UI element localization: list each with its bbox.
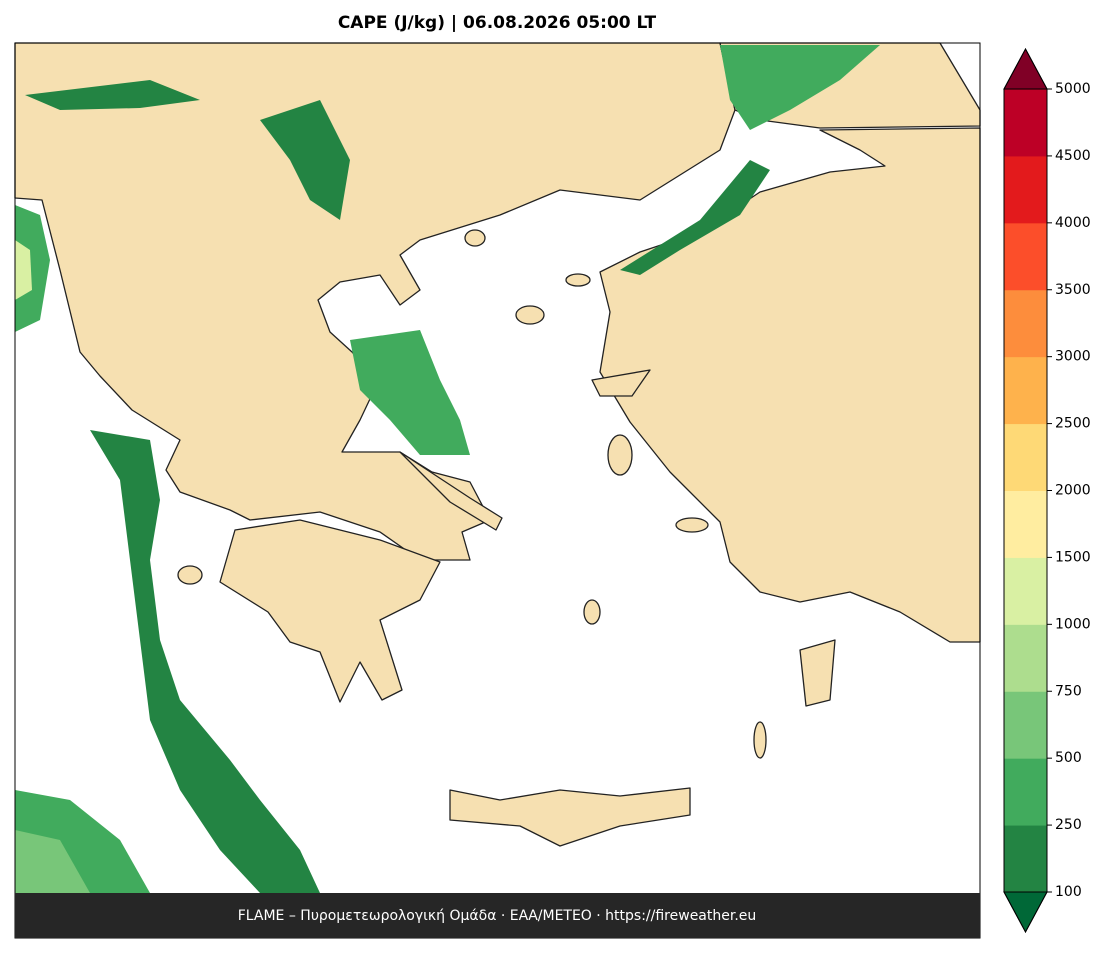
colorbar-segment [1004, 490, 1047, 558]
colorbar-segment [1004, 289, 1047, 358]
crete [449, 787, 691, 847]
cape-area [25, 80, 200, 110]
colorbar-tick-label: 2500 [1055, 416, 1091, 432]
map-title: CAPE (J/kg) | 06.08.2026 05:00 LT [338, 13, 657, 33]
colorbar-tick-label: 4500 [1055, 148, 1091, 164]
island [464, 229, 486, 247]
cape-area [15, 240, 32, 300]
colorbar-tick-label: 1000 [1055, 616, 1091, 632]
island [515, 305, 545, 325]
island [565, 273, 591, 287]
colorbar-segment [1004, 557, 1047, 625]
colorbar-over [1003, 47, 1048, 90]
lesvos [591, 369, 651, 397]
colorbar-segment [1004, 222, 1047, 291]
colorbar-tick-label: 250 [1055, 817, 1082, 833]
colorbar-segment [1004, 155, 1047, 224]
island [583, 599, 601, 625]
map: FLAME – Πυρομετεωρολογική Ομάδα · ΕΑΑ/ME… [14, 42, 981, 939]
colorbar-segment [1004, 624, 1047, 692]
colorbar-segment [1004, 758, 1047, 826]
cape-area [620, 160, 770, 275]
footer-band [15, 893, 980, 938]
colorbar-tick-label: 4000 [1055, 215, 1091, 231]
euboea [399, 451, 503, 531]
cape-area [15, 205, 50, 332]
colorbar-tick-label: 2000 [1055, 483, 1091, 499]
cape-area [15, 830, 90, 893]
colorbar-tick-label: 500 [1055, 750, 1082, 766]
colorbar-tick-label: 750 [1055, 683, 1082, 699]
cape-area [260, 100, 350, 220]
colorbar-segment [1004, 825, 1047, 893]
colorbar-tick-label: 3000 [1055, 349, 1091, 365]
colorbar-tick-label: 3500 [1055, 282, 1091, 298]
colorbar-tick-label: 1500 [1055, 549, 1091, 565]
colorbar-segment [1004, 89, 1047, 157]
island [753, 721, 767, 759]
cape-area [720, 45, 880, 130]
footer-text: FLAME – Πυρομετεωρολογική Ομάδα · ΕΑΑ/ME… [238, 908, 757, 924]
colorbar-under [1003, 891, 1048, 934]
colorbar-tick-label: 100 [1055, 884, 1082, 900]
colorbar-segment [1004, 356, 1047, 425]
cape-area [90, 430, 320, 893]
island [177, 565, 203, 585]
island [675, 517, 709, 533]
cape-area [350, 330, 470, 455]
peloponnese [219, 519, 441, 703]
colorbar-tick-label: 5000 [1055, 81, 1091, 97]
colorbar-segment [1004, 691, 1047, 759]
anatolia [599, 127, 981, 643]
colorbar: 100 250 500 750 1000 1500 2000 2500 3000 3500 4000… [1003, 47, 1091, 934]
colorbar-segment [1004, 423, 1047, 491]
island [607, 434, 633, 476]
rhodes [799, 639, 836, 707]
